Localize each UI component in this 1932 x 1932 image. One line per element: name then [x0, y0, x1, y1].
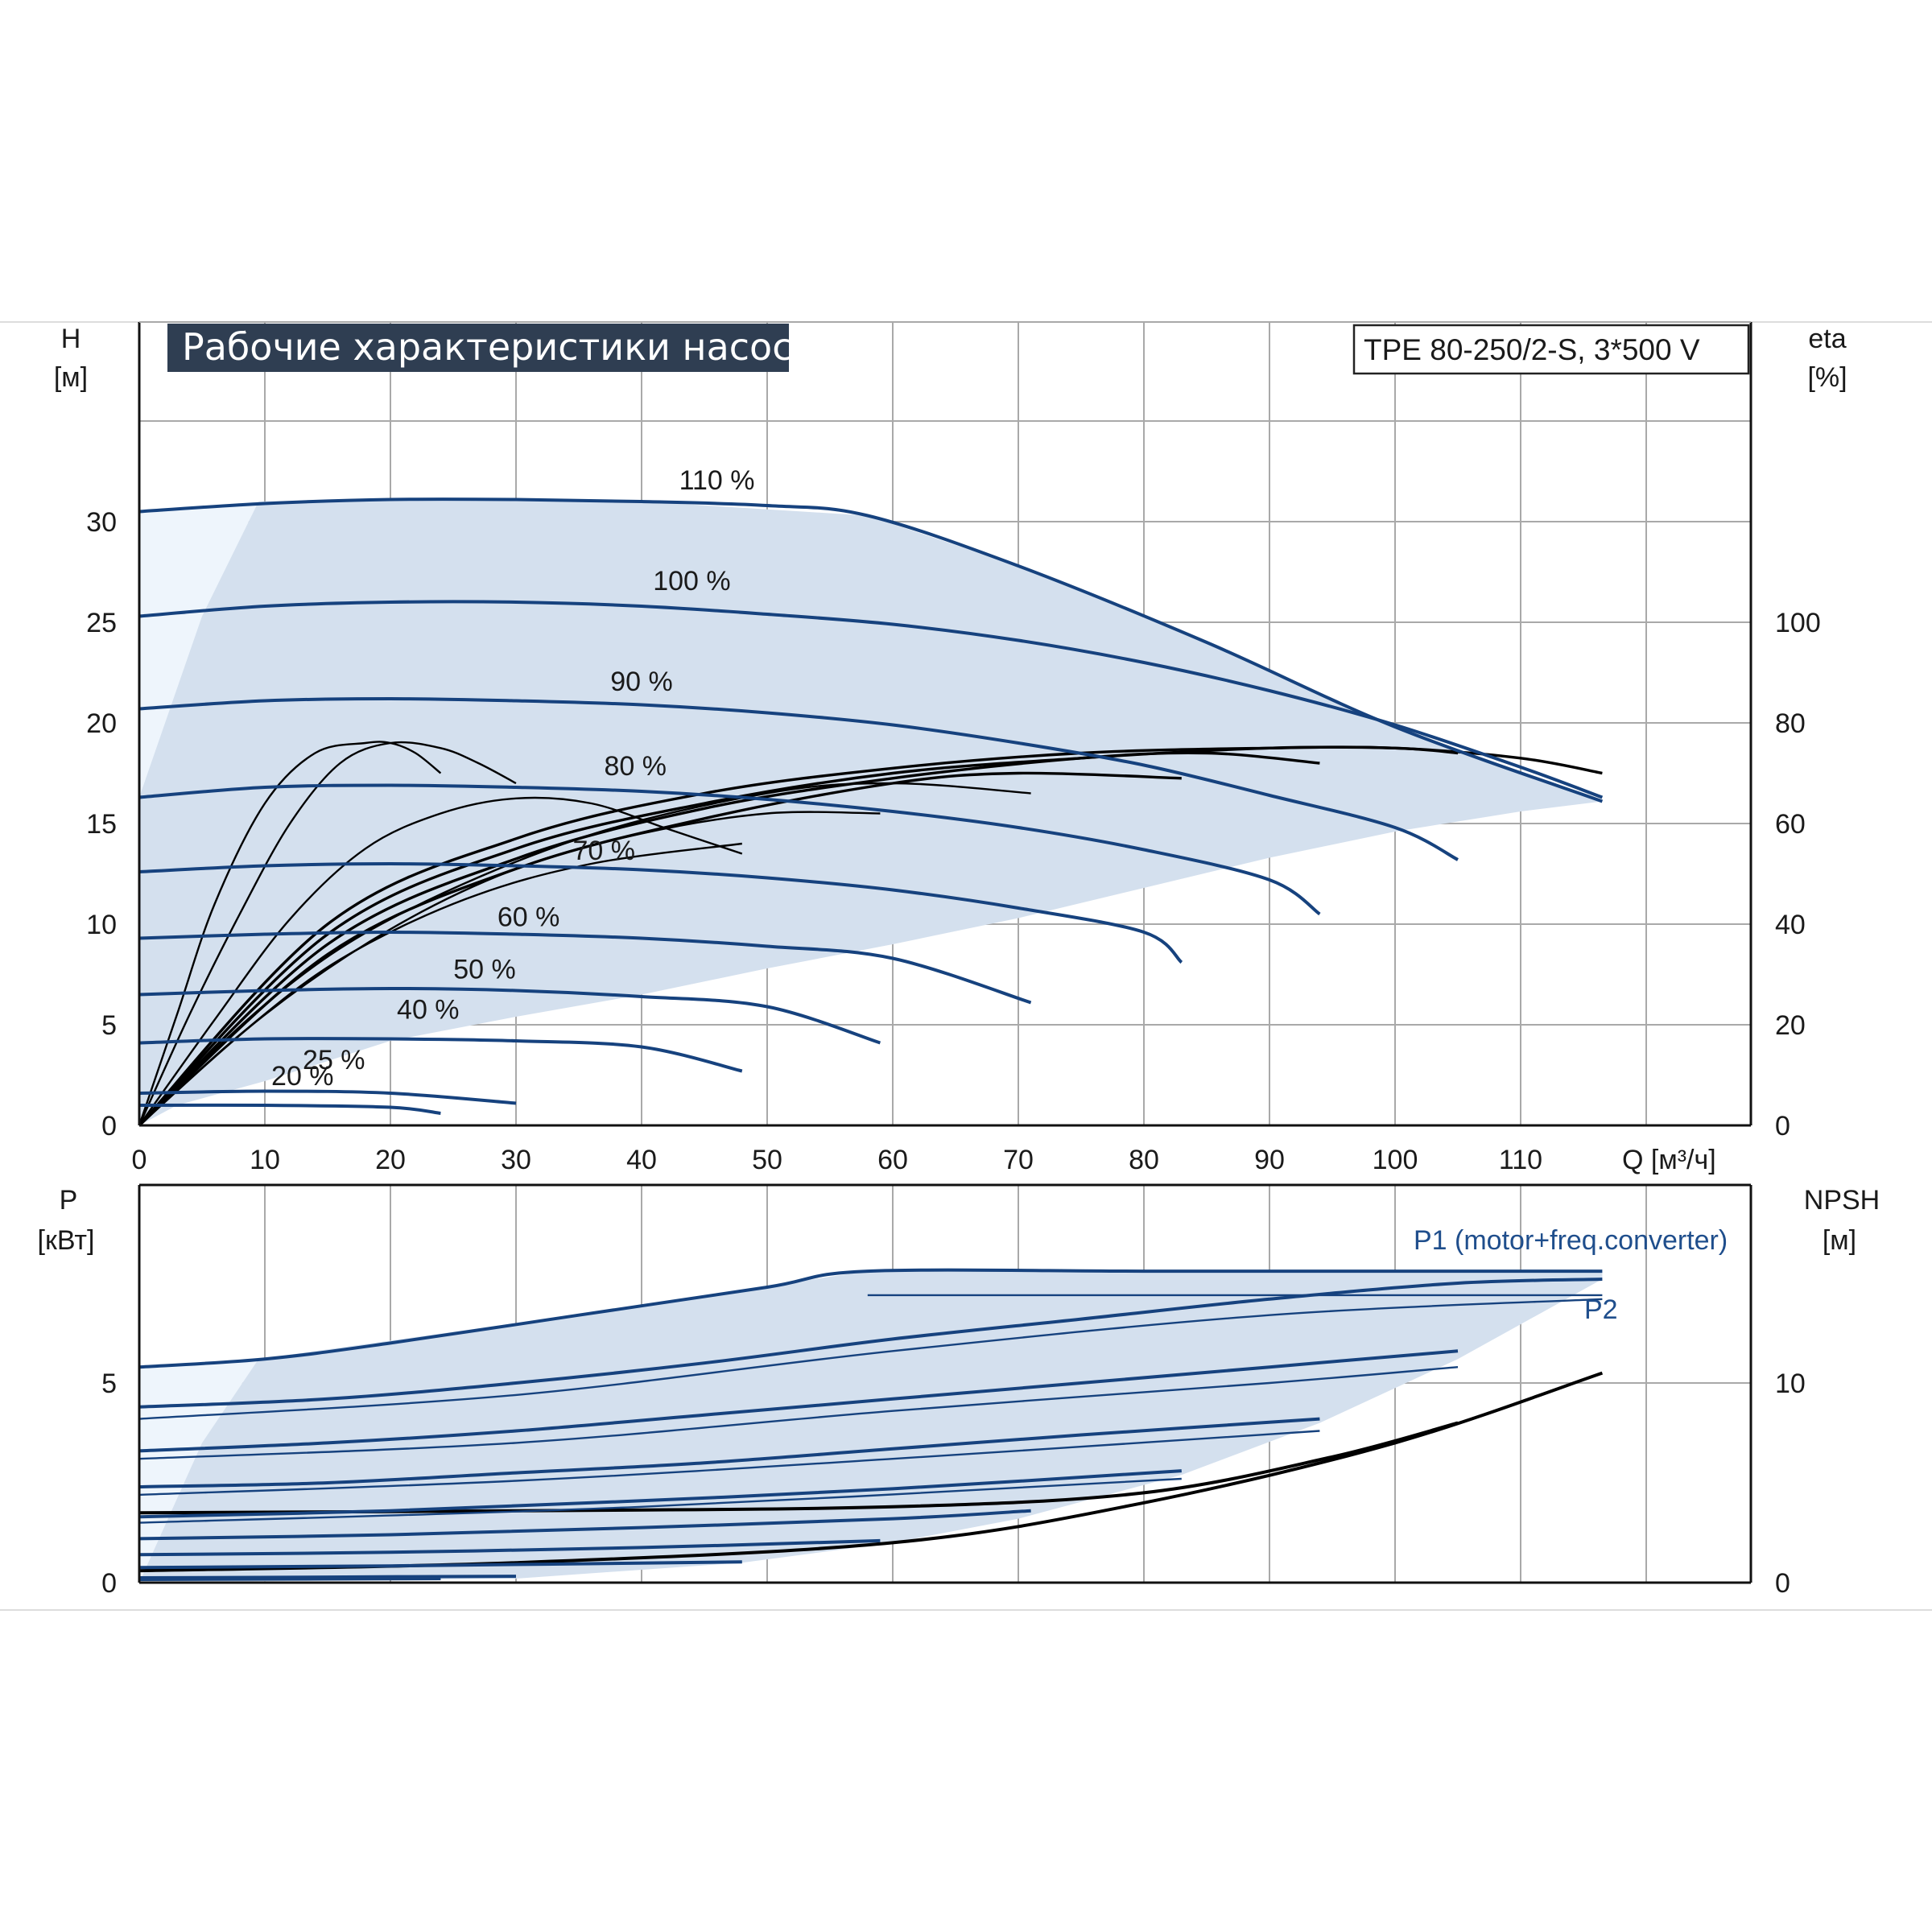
power-tick-label: 0	[101, 1568, 117, 1599]
eta-tick-label: 80	[1775, 708, 1806, 739]
head-curve	[138, 1103, 441, 1115]
power-axis-title: P	[60, 1185, 78, 1216]
low-flow-region	[139, 502, 259, 1125]
efficiency-curve	[138, 782, 1031, 1126]
efficiency-curve	[138, 741, 517, 1126]
npsh-tick-label: 0	[1775, 1568, 1790, 1599]
efficiency-curve	[138, 796, 743, 1126]
eta-tick-label: 40	[1775, 910, 1806, 940]
y-tick-label: 15	[86, 809, 117, 840]
power-tick-labels: 0 5 0 10	[101, 1368, 1806, 1599]
npsh-axis-unit: [м]	[1823, 1225, 1856, 1256]
p1-curve	[138, 1509, 1031, 1541]
flow-axis-title: Q [м³/ч]	[1622, 1145, 1716, 1175]
speed-curve-label: 20 %	[271, 1061, 334, 1092]
p1-curve	[138, 1575, 517, 1579]
title-box	[167, 324, 789, 372]
p1-curve	[138, 1349, 1459, 1453]
efficiency-curves	[138, 741, 1603, 1127]
npsh-axis-title: NPSH	[1804, 1185, 1880, 1216]
legend-p1: P1 (motor+freq.converter)	[1414, 1225, 1728, 1256]
p1-curve	[138, 1278, 1603, 1409]
y-tick-label: 0	[101, 1111, 117, 1141]
legend-p2: P2	[1584, 1294, 1618, 1325]
eta-tick-label: 60	[1775, 809, 1806, 840]
eta-tick-label: 0	[1775, 1111, 1790, 1141]
head-axis-title: H	[61, 324, 81, 354]
power-npsh-panel: P [кВт] NPSH [м] P1 (motor+freq.converte…	[38, 1183, 1880, 1599]
power-panel-frame	[138, 1183, 1752, 1584]
x-tick-label: 60	[877, 1145, 908, 1175]
speed-curve-label: 25 %	[303, 1045, 365, 1075]
x-tick-label: 0	[132, 1145, 147, 1175]
speed-curve-label: 90 %	[610, 667, 673, 697]
power-axis-unit: [кВт]	[38, 1225, 95, 1256]
x-tick-label: 90	[1254, 1145, 1285, 1175]
power-tick-label: 5	[101, 1368, 117, 1399]
head-axis-unit: [м]	[54, 362, 88, 393]
power-low-flow-region	[139, 1359, 259, 1583]
speed-curve-label: 100 %	[653, 566, 730, 597]
y-tick-label: 5	[101, 1010, 117, 1041]
x-tick-label: 10	[250, 1145, 280, 1175]
y-tick-label: 25	[86, 608, 117, 638]
eta-axis-title: eta	[1808, 324, 1846, 354]
head-curve-panel: Рабочие характеристики насоса TPE 80-250…	[54, 321, 1847, 1175]
y-tick-label: 30	[86, 507, 117, 538]
efficiency-curve	[138, 842, 742, 1126]
head-curve	[138, 1037, 743, 1073]
model-box	[1352, 324, 1750, 375]
p1-curve	[138, 1560, 742, 1570]
efficiency-curve	[138, 745, 1459, 1127]
head-curve	[138, 861, 1183, 964]
efficiency-curve	[138, 741, 442, 1126]
p2-curve	[138, 1477, 1182, 1524]
x-tick-label: 50	[752, 1145, 782, 1175]
x-tick-label: 30	[501, 1145, 531, 1175]
efficiency-curve	[138, 771, 1182, 1127]
head-curve	[138, 930, 1032, 1005]
x-tick-label: 70	[1003, 1145, 1034, 1175]
p1-curve	[138, 1469, 1182, 1519]
chart-title: Рабочие характеристики насоса	[182, 325, 815, 369]
speed-curve-labels: 110 % 100 % 90 % 80 % 70 % 60 % 50 % 40 % 25 %20…	[271, 465, 754, 1092]
eta-axis-unit: [%]	[1807, 362, 1847, 393]
y-tick-label: 20	[86, 708, 117, 739]
head-curve	[138, 600, 1604, 799]
speed-curve-label: 60 %	[497, 902, 560, 933]
head-curve	[138, 497, 1604, 803]
efficiency-curve	[138, 751, 1320, 1127]
power-curves	[138, 1268, 1604, 1581]
x-tick-label: 40	[626, 1145, 657, 1175]
eta-tick-label: 100	[1775, 608, 1821, 638]
x-tick-label: 110	[1499, 1145, 1542, 1175]
p2-curve	[138, 1430, 1320, 1496]
y-tick-label: 10	[86, 910, 117, 940]
speed-head-curves	[138, 497, 1604, 1115]
eta-tick-label: 20	[1775, 1010, 1806, 1041]
head-curve	[138, 696, 1459, 861]
head-curve	[138, 1089, 517, 1105]
x-tick-label: 20	[375, 1145, 406, 1175]
speed-curve-label: 70 %	[572, 836, 635, 866]
speed-curve-label: 50 %	[453, 955, 516, 985]
x-tick-label: 80	[1129, 1145, 1159, 1175]
x-tick-label: 100	[1373, 1145, 1418, 1175]
npsh-tick-label: 10	[1775, 1368, 1806, 1399]
p1-curve	[138, 1538, 881, 1557]
model-label: TPE 80-250/2-S, 3*500 V	[1364, 333, 1700, 366]
p2-curve	[138, 1298, 1603, 1420]
p1-curve	[138, 1268, 1603, 1369]
head-panel-frame	[138, 321, 1752, 1127]
speed-curve-label: 110 %	[679, 465, 755, 496]
head-curve	[138, 783, 1321, 916]
speed-curve-label: 80 %	[604, 751, 667, 782]
p1-curve	[138, 1417, 1320, 1488]
speed-curve-label: 40 %	[397, 995, 460, 1026]
head-tick-labels: 0 5 10 15 20 25 30 0 10 20 30 40 50 60 70 80 90 100 110 0 20…	[86, 507, 1821, 1175]
p2-curve	[138, 1366, 1459, 1460]
head-curve	[138, 986, 881, 1045]
